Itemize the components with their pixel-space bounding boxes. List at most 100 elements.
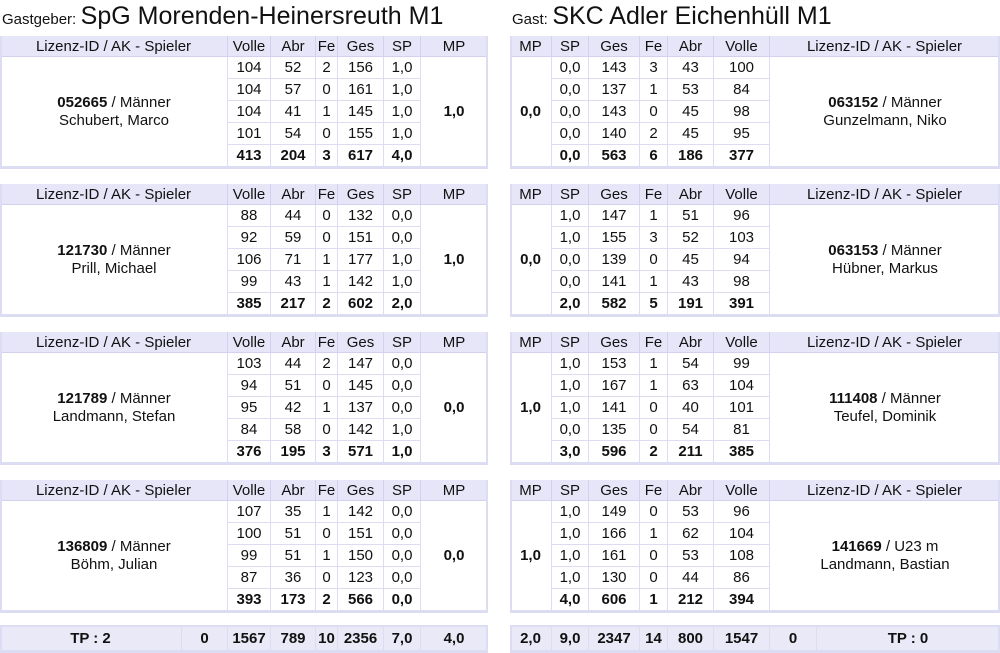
away-mp-value: 1,0 bbox=[510, 353, 552, 463]
home-score-cell: 1 bbox=[316, 397, 338, 419]
away-score-cell: 0 bbox=[640, 567, 668, 589]
away-score-cell: 1,0 bbox=[552, 567, 589, 589]
home-score-cell: 1,0 bbox=[384, 101, 421, 123]
home-header-player: Lizenz-ID / AK - Spieler bbox=[0, 36, 228, 57]
away-total-cell: 394 bbox=[714, 589, 770, 611]
home-score-cell: 0 bbox=[316, 375, 338, 397]
home-score-cell: 35 bbox=[271, 501, 316, 523]
away-score-cell: 167 bbox=[589, 375, 640, 397]
away-total-cell: 606 bbox=[589, 589, 640, 611]
home-header-sp: SP bbox=[384, 332, 421, 353]
home-header-ges: Ges bbox=[338, 480, 384, 501]
away-header-player: Lizenz-ID / AK - Spieler bbox=[770, 184, 1000, 205]
away-total-cell: 596 bbox=[589, 441, 640, 463]
home-footer-total: 2356 bbox=[338, 627, 384, 651]
away-score-cell: 54 bbox=[668, 419, 714, 441]
home-footer-total: 4,0 bbox=[421, 627, 488, 651]
home-score-cell: 150 bbox=[338, 545, 384, 567]
away-header-mp: MP bbox=[510, 36, 552, 57]
home-total-cell: 617 bbox=[338, 145, 384, 167]
home-score-cell: 0,0 bbox=[384, 205, 421, 227]
player-name: Gunzelmann, Niko bbox=[823, 112, 947, 129]
away-score-cell: 1,0 bbox=[552, 501, 589, 523]
away-score-cell: 0 bbox=[640, 397, 668, 419]
home-total-cell: 195 bbox=[271, 441, 316, 463]
away-total-cell: 0,0 bbox=[552, 145, 589, 167]
home-header-fe: Fe bbox=[316, 480, 338, 501]
away-score-cell: 2 bbox=[640, 123, 668, 145]
home-score-cell: 132 bbox=[338, 205, 384, 227]
away-header-sp: SP bbox=[552, 184, 589, 205]
away-player-info: 063153 / Männer Hübner, Markus bbox=[770, 242, 1000, 278]
away-score-cell: 1,0 bbox=[552, 205, 589, 227]
away-score-cell: 1 bbox=[640, 79, 668, 101]
game-block-frame bbox=[510, 184, 1000, 317]
home-team-name: SpG Morenden-Heinersreuth M1 bbox=[80, 2, 444, 30]
home-header-fe: Fe bbox=[316, 36, 338, 57]
away-score-cell: 94 bbox=[714, 249, 770, 271]
game-block-frame bbox=[0, 480, 488, 613]
away-score-cell: 96 bbox=[714, 205, 770, 227]
home-footer-total: 7,0 bbox=[384, 627, 421, 651]
home-score-cell: 59 bbox=[271, 227, 316, 249]
away-score-cell: 141 bbox=[589, 271, 640, 293]
home-score-cell: 0,0 bbox=[384, 375, 421, 397]
away-score-cell: 1 bbox=[640, 353, 668, 375]
age-class: / Männer bbox=[878, 94, 942, 111]
away-score-cell: 1 bbox=[640, 375, 668, 397]
home-score-cell: 84 bbox=[228, 419, 271, 441]
away-score-cell: 45 bbox=[668, 101, 714, 123]
player-name: Böhm, Julian bbox=[70, 556, 158, 573]
away-score-cell: 143 bbox=[589, 101, 640, 123]
home-score-cell: 1 bbox=[316, 249, 338, 271]
away-total-cell: 212 bbox=[668, 589, 714, 611]
home-score-cell: 51 bbox=[271, 545, 316, 567]
home-header-fe: Fe bbox=[316, 184, 338, 205]
home-header-mp: MP bbox=[421, 36, 488, 57]
home-total-cell: 217 bbox=[271, 293, 316, 315]
home-score-cell: 43 bbox=[271, 271, 316, 293]
home-score-cell: 99 bbox=[228, 545, 271, 567]
away-label: Gast: bbox=[512, 11, 548, 28]
away-score-cell: 98 bbox=[714, 101, 770, 123]
home-score-cell: 103 bbox=[228, 353, 271, 375]
away-score-cell: 51 bbox=[668, 205, 714, 227]
away-score-cell: 0 bbox=[640, 101, 668, 123]
home-score-cell: 2 bbox=[316, 353, 338, 375]
age-class: / Männer bbox=[107, 390, 171, 407]
away-score-cell: 130 bbox=[589, 567, 640, 589]
away-score-cell: 98 bbox=[714, 271, 770, 293]
away-total-cell: 186 bbox=[668, 145, 714, 167]
home-header-abr: Abr bbox=[271, 36, 316, 57]
home-score-cell: 1 bbox=[316, 101, 338, 123]
away-total-cell: 211 bbox=[668, 441, 714, 463]
away-score-cell: 0,0 bbox=[552, 249, 589, 271]
home-score-cell: 71 bbox=[271, 249, 316, 271]
license-id: 141669 bbox=[831, 538, 882, 555]
away-score-cell: 141 bbox=[589, 397, 640, 419]
home-footer-total: 1567 bbox=[228, 627, 271, 651]
home-score-cell: 137 bbox=[338, 397, 384, 419]
away-header-player: Lizenz-ID / AK - Spieler bbox=[770, 36, 1000, 57]
away-header-player: Lizenz-ID / AK - Spieler bbox=[770, 332, 1000, 353]
home-score-cell: 106 bbox=[228, 249, 271, 271]
home-score-cell: 0 bbox=[316, 123, 338, 145]
home-score-cell: 1 bbox=[316, 271, 338, 293]
home-player-info: 121730 / Männer Prill, Michael bbox=[0, 242, 228, 278]
away-score-cell: 104 bbox=[714, 523, 770, 545]
home-score-cell: 51 bbox=[271, 523, 316, 545]
player-name: Landmann, Bastian bbox=[820, 556, 950, 573]
home-header-ges: Ges bbox=[338, 36, 384, 57]
home-score-cell: 0 bbox=[316, 79, 338, 101]
home-header-ges: Ges bbox=[338, 184, 384, 205]
home-player-info: 052665 / Männer Schubert, Marco bbox=[0, 94, 228, 130]
away-total-cell: 1 bbox=[640, 589, 668, 611]
home-score-cell: 41 bbox=[271, 101, 316, 123]
away-score-cell: 1,0 bbox=[552, 545, 589, 567]
age-class: / Männer bbox=[878, 242, 942, 259]
away-player-info: 141669 / U23 m Landmann, Bastian bbox=[770, 538, 1000, 574]
game-block-frame bbox=[0, 36, 488, 169]
home-header-volle: Volle bbox=[228, 36, 271, 57]
away-score-cell: 53 bbox=[668, 501, 714, 523]
away-header-ges: Ges bbox=[589, 480, 640, 501]
